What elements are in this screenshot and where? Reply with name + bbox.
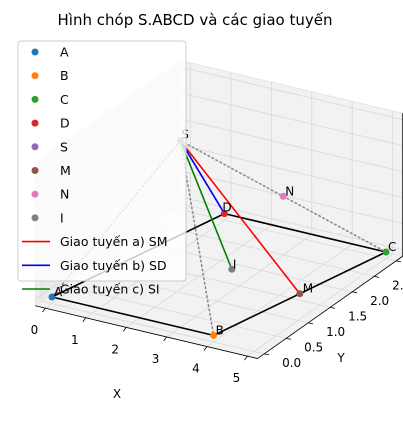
y-tick — [264, 353, 270, 356]
z-gridline — [180, 92, 403, 147]
x-tick-label: 1 — [71, 333, 79, 347]
point-label-N: N — [285, 184, 294, 198]
x-tick-label: 5 — [233, 371, 241, 385]
point-N — [279, 192, 287, 200]
point-C — [382, 248, 390, 256]
y-tick — [352, 291, 358, 294]
z-gridline — [180, 66, 403, 121]
point-label-D: D — [222, 201, 231, 215]
x-tick — [122, 327, 127, 332]
legend-label: I — [60, 210, 64, 225]
x-tick — [203, 346, 208, 351]
y-tick-label: 2.0 — [370, 294, 389, 308]
y-tick-label: 1.0 — [326, 325, 345, 339]
z-gridline — [180, 196, 403, 251]
legend-marker-N — [31, 190, 39, 198]
y-tick — [286, 338, 292, 340]
x-tick-label: 2 — [111, 342, 119, 356]
intersection-lines — [179, 140, 301, 295]
legend-marker-C — [31, 95, 39, 103]
legend-marker-I — [31, 214, 39, 222]
point-M — [296, 290, 304, 298]
point-label-B: B — [216, 323, 224, 337]
point-A — [48, 293, 56, 301]
y-axis-label: Y — [336, 351, 345, 365]
z-gridline — [180, 118, 403, 173]
base-edge-CD — [224, 212, 387, 253]
legend-label: N — [60, 187, 69, 202]
y-gridline — [63, 285, 287, 339]
legend-label: C — [60, 92, 69, 107]
chart-title: Hình chóp S.ABCD và các giao tuyến — [58, 11, 333, 29]
y-gridline — [41, 300, 265, 355]
y-tick-label: 2.5 — [392, 278, 403, 292]
y-tick — [308, 322, 314, 325]
x-tick-label: 4 — [192, 362, 200, 376]
legend-label: A — [60, 45, 69, 60]
x-tick-label: 3 — [152, 352, 160, 366]
legend-marker-D — [31, 119, 39, 127]
legend-label: Giao tuyến c) SI — [60, 282, 160, 297]
z-gridline — [180, 144, 403, 199]
base-edge-AB — [51, 296, 214, 337]
point-label-M: M — [303, 282, 313, 296]
x-tick-label: 0 — [31, 323, 39, 337]
line-SD — [179, 140, 226, 215]
legend-label: D — [60, 116, 70, 131]
legend-marker-B — [31, 72, 39, 80]
point-label-I: I — [233, 257, 237, 271]
x-tick — [42, 307, 46, 313]
legend-label: Giao tuyến b) SD — [60, 258, 167, 273]
legend-label: S — [60, 139, 68, 154]
legend-marker-M — [31, 167, 39, 174]
x-tick — [82, 317, 87, 322]
y-tick-label: 1.5 — [348, 309, 367, 323]
x-tick — [244, 355, 248, 361]
y-tick — [396, 260, 402, 263]
point-I — [228, 265, 236, 273]
legend-marker-A — [31, 48, 39, 56]
x-axis-label: X — [113, 387, 121, 401]
legend-label: M — [60, 163, 71, 178]
line-SM — [179, 140, 301, 295]
y-tick — [374, 276, 380, 278]
y-tick-label: 0.0 — [282, 356, 301, 370]
legend-label: Giao tuyến a) SM — [60, 234, 167, 249]
point-D — [220, 210, 228, 218]
point-label-A: A — [54, 285, 63, 299]
y-tick-label: 0.5 — [304, 340, 323, 354]
legend-marker-S — [31, 143, 39, 151]
line-SI — [179, 140, 233, 270]
point-B — [210, 331, 218, 339]
y-tick — [330, 307, 336, 309]
x-axis-line — [35, 305, 258, 359]
y-gridline — [151, 223, 375, 277]
legend-label: B — [60, 68, 69, 83]
z-gridline — [180, 170, 403, 225]
x-tick — [163, 336, 167, 342]
legend-box — [17, 40, 187, 282]
point-label-C: C — [388, 240, 396, 254]
